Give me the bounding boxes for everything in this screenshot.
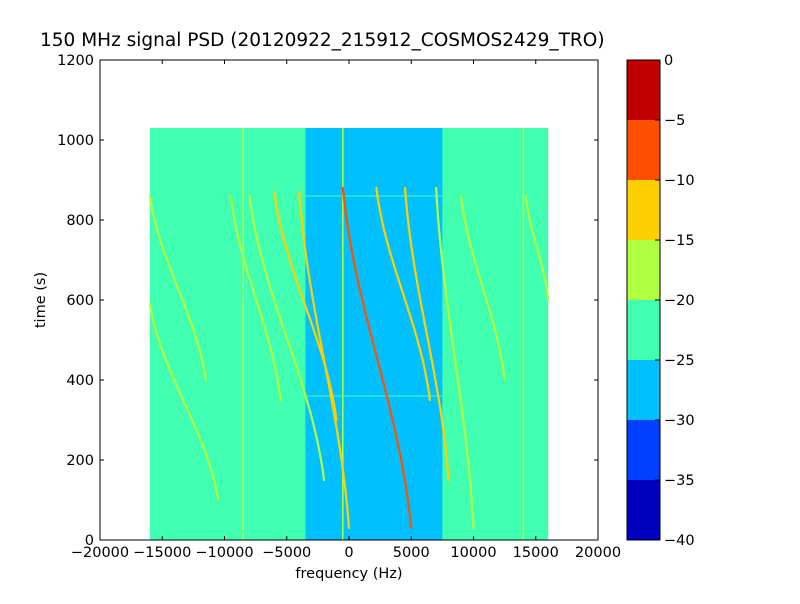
- x-tick-label-0: −20000: [71, 545, 129, 561]
- x-tick-label-3: −5000: [262, 545, 311, 561]
- heatmap-track-7: [375, 186, 431, 402]
- colorbar-tick-label-3: −25: [664, 353, 695, 369]
- colorbar-tick-label-7: −5: [664, 113, 685, 129]
- colorbar-segment-1: [627, 420, 660, 480]
- colorbar-segment-6: [627, 120, 660, 180]
- y-tick-label-0: 0: [85, 533, 94, 549]
- chart-title: 150 MHz signal PSD (20120922_215912_COSM…: [40, 30, 605, 51]
- x-tick-label-8: 20000: [575, 545, 621, 561]
- y-tick-label-6: 1200: [57, 53, 94, 69]
- heatmap-track-8: [403, 186, 450, 482]
- y-axis-label: time (s): [33, 272, 49, 328]
- colorbar-tick-label-4: −20: [664, 293, 695, 309]
- colorbar-segment-0: [627, 480, 660, 540]
- x-tick-label-2: −10000: [195, 545, 253, 561]
- heatmap-track-5: [298, 190, 351, 530]
- x-tick-label-7: 15000: [513, 545, 559, 561]
- y-tick-label-1: 200: [66, 453, 94, 469]
- colorbar-segment-7: [627, 60, 660, 120]
- colorbar: −40 −35 −30 −25 −20 −15 −10 −5 0: [626, 53, 695, 549]
- heatmap-track-2: [229, 194, 282, 402]
- colorbar-tick-label-8: 0: [664, 53, 673, 69]
- plot-area: [148, 128, 550, 540]
- x-axis-label: frequency (Hz): [295, 566, 402, 582]
- heatmap-track-10: [460, 194, 506, 382]
- y-tick-label-2: 400: [66, 373, 94, 389]
- axes: −20000 −15000 −10000 −5000 0 5000 10000 15000 20…: [33, 53, 621, 582]
- colorbar-tick-label-2: −30: [664, 413, 695, 429]
- heatmap-track-11: [524, 194, 550, 302]
- colorbar-segment-3: [627, 300, 660, 360]
- colorbar-tick-label-5: −15: [664, 233, 695, 249]
- y-tick-label-5: 1000: [57, 133, 94, 149]
- y-tick-label-4: 800: [66, 213, 94, 229]
- colorbar-segment-5: [627, 180, 660, 240]
- x-tick-label-4: 0: [344, 545, 353, 561]
- heatmap-track-6: [341, 186, 413, 530]
- colorbar-tick-label-1: −35: [664, 473, 695, 489]
- x-tick-label-1: −15000: [133, 545, 191, 561]
- x-tick-label-5: 5000: [393, 545, 430, 561]
- colorbar-segment-2: [627, 360, 660, 420]
- heatmap-low-noise-band: [305, 128, 443, 540]
- colorbar-tick-label-6: −10: [664, 173, 695, 189]
- heatmap-track-3: [248, 194, 326, 482]
- x-tick-label-6: 10000: [450, 545, 496, 561]
- heatmap-track-1: [148, 302, 220, 502]
- heatmap-track-0: [148, 194, 207, 382]
- heatmap-track-9: [435, 186, 475, 530]
- y-tick-label-3: 600: [66, 293, 94, 309]
- colorbar-tick-label-0: −40: [664, 533, 695, 549]
- colorbar-segment-4: [627, 240, 660, 300]
